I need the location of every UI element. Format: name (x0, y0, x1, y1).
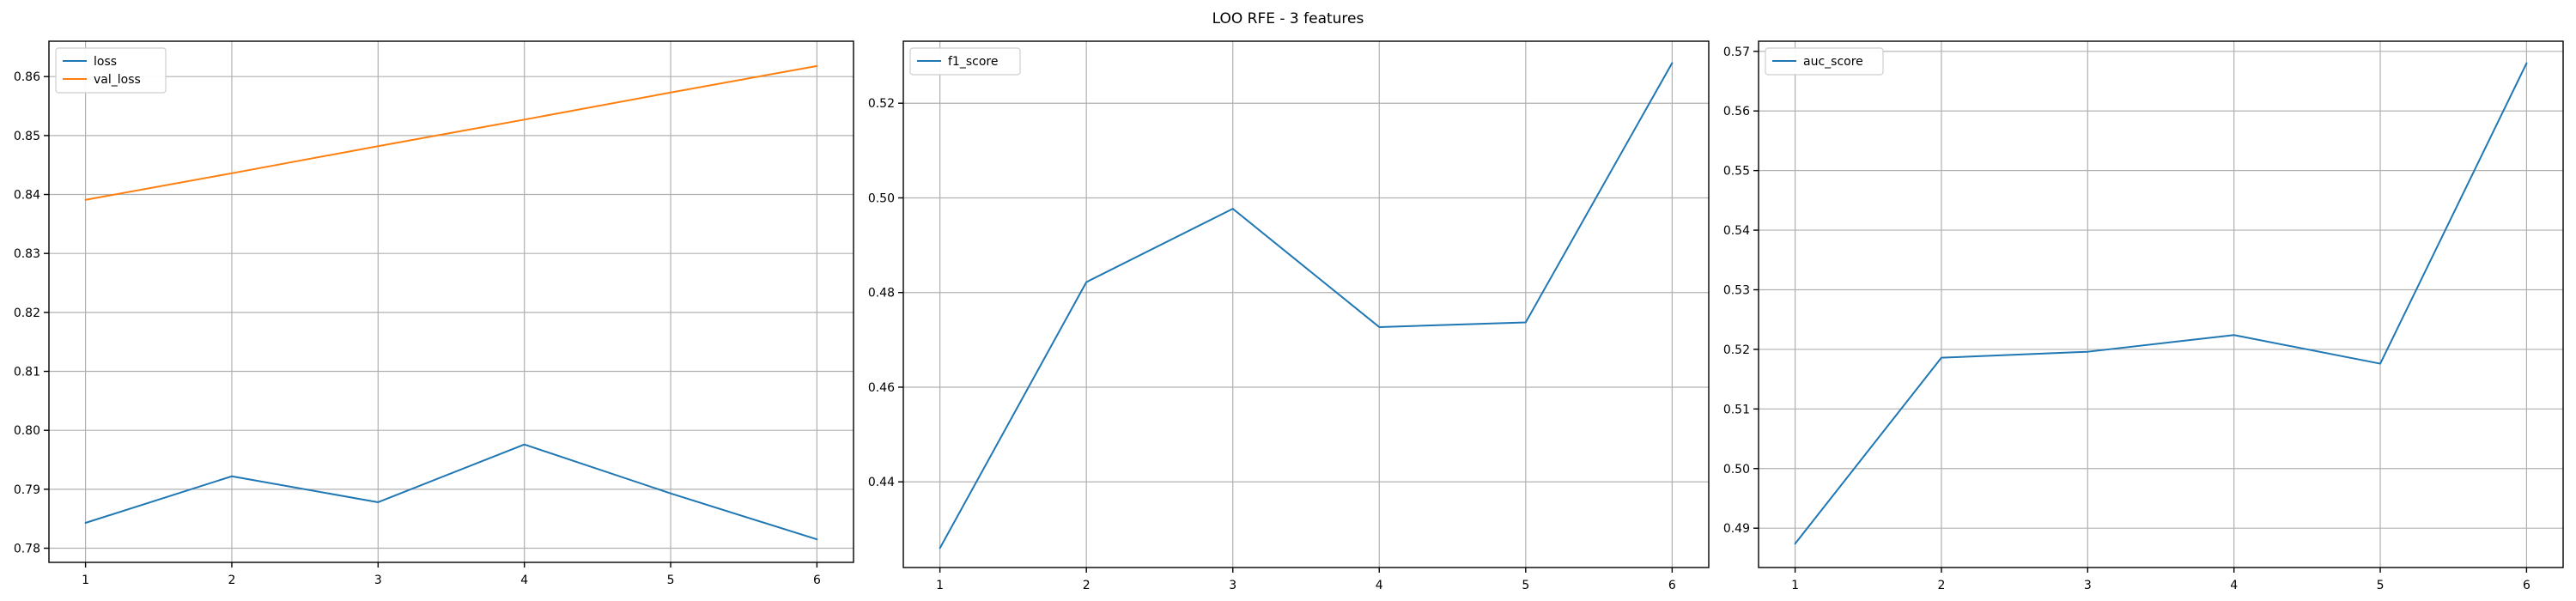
series-line-loss (84, 443, 818, 541)
x-tick-label: 3 (374, 574, 382, 587)
y-tick-label: 0.48 (868, 287, 895, 300)
series-line-f1-score (939, 62, 1674, 549)
x-tick-label: 1 (82, 574, 89, 587)
legend-box (55, 47, 167, 94)
y-tick-label: 0.52 (1723, 343, 1750, 357)
x-tick-label: 6 (813, 574, 821, 587)
y-tick-label: 0.54 (1723, 224, 1750, 238)
y-tick-label: 0.78 (14, 543, 40, 556)
x-tick-label: 6 (1668, 579, 1676, 592)
y-tick-label: 0.57 (1723, 46, 1750, 59)
chart-panel-2: 1 2 3 4 5 6 0.44 0.46 0.48 0.50 0.52 f1_score (868, 40, 1710, 592)
legend-box (1765, 47, 1884, 76)
x-tick-label: 6 (2523, 579, 2530, 592)
legend-label: f1_score (948, 55, 998, 69)
y-tick-label: 0.83 (14, 247, 40, 261)
legend: f1_score (909, 47, 1021, 76)
legend: auc_score (1765, 47, 1884, 76)
chart-panel-1: 1 2 3 4 5 6 0.78 0.79 0.80 0.81 0.82 0.83 0.84 0.85 0.… (14, 40, 854, 587)
y-tick-label: 0.55 (1723, 165, 1750, 179)
legend-label: loss (94, 55, 117, 69)
legend-label: auc_score (1803, 55, 1863, 69)
x-tick-label: 2 (1083, 579, 1091, 592)
y-tick-label: 0.46 (868, 381, 895, 395)
x-tick-label: 4 (2230, 579, 2238, 592)
y-tick-label: 0.80 (14, 424, 40, 438)
x-tick-label: 4 (520, 574, 528, 587)
y-tick-label: 0.84 (14, 189, 40, 203)
y-tick-label: 0.81 (14, 366, 40, 379)
y-tick-label: 0.79 (14, 483, 40, 497)
y-tick-label: 0.51 (1723, 403, 1750, 416)
x-tick-label: 5 (1522, 579, 1529, 592)
legend: loss val_loss (55, 47, 167, 94)
y-tick-label: 0.53 (1723, 283, 1750, 297)
y-tick-label: 0.56 (1723, 105, 1750, 118)
x-tick-label: 5 (667, 574, 675, 587)
y-tick-label: 0.49 (1723, 522, 1750, 536)
x-tick-label: 3 (2084, 579, 2092, 592)
x-tick-label: 3 (1229, 579, 1236, 592)
axes-frame (902, 40, 1710, 568)
x-tick-label: 1 (936, 579, 944, 592)
x-tick-label: 1 (1791, 579, 1799, 592)
chart-panel-3: 1 2 3 4 5 6 0.49 0.50 0.51 0.52 0.53 0.54 0.55 0.56 0.… (1723, 40, 2564, 592)
x-tick-label: 2 (228, 574, 235, 587)
axes-frame (48, 40, 854, 563)
axes-frame (1758, 40, 2564, 568)
series-line-auc-score (1794, 62, 2528, 545)
x-tick-label: 2 (1937, 579, 1945, 592)
y-tick-label: 0.85 (14, 130, 40, 143)
series-line-val-loss (84, 64, 818, 201)
figure-title: LOO RFE - 3 features (1212, 10, 1364, 27)
x-tick-label: 5 (2377, 579, 2385, 592)
y-tick-label: 0.44 (868, 476, 895, 489)
legend-label: val_loss (94, 73, 141, 87)
legend-box (909, 47, 1021, 76)
chart-panels: 1 2 3 4 5 6 0.78 0.79 0.80 0.81 0.82 0.83 0.84 0.85 0.… (14, 40, 2564, 592)
y-tick-label: 0.50 (868, 191, 895, 205)
y-tick-label: 0.50 (1723, 463, 1750, 477)
y-tick-label: 0.86 (14, 70, 40, 84)
y-tick-label: 0.82 (14, 307, 40, 320)
x-tick-label: 4 (1376, 579, 1383, 592)
y-tick-label: 0.52 (868, 97, 895, 111)
